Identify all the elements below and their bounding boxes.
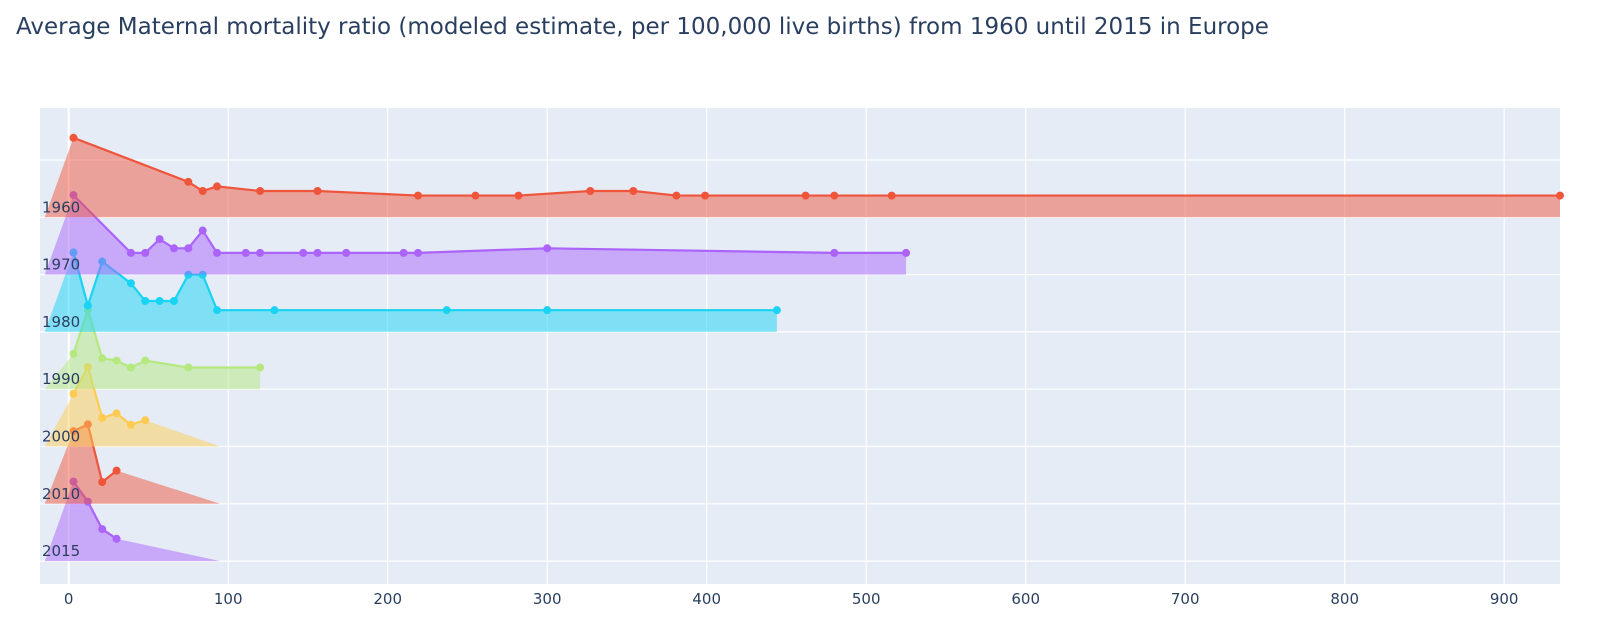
x-tick-label: 300	[533, 590, 562, 608]
data-point	[184, 177, 193, 186]
category-label: 2010	[42, 485, 80, 503]
data-point	[801, 191, 810, 200]
data-point	[1556, 191, 1564, 200]
data-point	[256, 186, 265, 195]
data-point	[69, 349, 78, 358]
data-point	[141, 356, 150, 365]
data-point	[126, 420, 135, 429]
ridge-area	[44, 137, 1560, 218]
data-point	[514, 191, 523, 200]
data-point	[442, 306, 451, 315]
data-point	[701, 191, 710, 200]
data-point	[98, 413, 107, 422]
data-point	[112, 356, 121, 365]
data-point	[98, 354, 107, 363]
data-point	[256, 248, 265, 257]
data-point	[198, 186, 207, 195]
data-point	[270, 306, 279, 315]
data-point	[126, 248, 135, 257]
data-point	[169, 244, 178, 253]
label-layer: 0 100 200 300 400 500 600 700 800 900 2015 2010 2000…	[42, 198, 1518, 608]
x-tick-label: 700	[1171, 590, 1200, 608]
category-label: 1990	[42, 370, 80, 388]
data-point	[830, 248, 839, 257]
data-point	[213, 182, 222, 191]
data-point	[586, 186, 595, 195]
data-point	[184, 244, 193, 253]
data-point	[98, 478, 107, 487]
data-point	[126, 279, 135, 288]
data-point	[155, 235, 164, 244]
data-point	[543, 306, 552, 315]
data-point	[629, 186, 638, 195]
data-point	[141, 248, 150, 257]
data-point	[112, 466, 121, 475]
data-point	[887, 191, 896, 200]
data-point	[414, 248, 423, 257]
data-point	[98, 525, 107, 534]
category-label: 1980	[42, 313, 80, 331]
x-tick-label: 500	[852, 590, 881, 608]
data-point	[399, 248, 408, 257]
category-label: 1970	[42, 256, 80, 274]
data-point	[241, 248, 250, 257]
data-point	[213, 306, 222, 315]
x-tick-label: 200	[373, 590, 402, 608]
data-point	[141, 297, 150, 306]
data-point	[69, 389, 78, 398]
category-label: 2000	[42, 428, 80, 446]
x-tick-label: 400	[692, 590, 721, 608]
ridge-area	[44, 481, 221, 562]
data-point	[155, 297, 164, 306]
data-point	[198, 226, 207, 235]
ridge-1970	[44, 191, 911, 275]
data-point	[313, 186, 322, 195]
series-layer	[44, 133, 1564, 562]
data-point	[83, 301, 92, 310]
data-point	[112, 409, 121, 418]
x-tick-label: 900	[1490, 590, 1519, 608]
x-tick-label: 100	[214, 590, 243, 608]
data-point	[342, 248, 351, 257]
data-point	[672, 191, 681, 200]
data-point	[471, 191, 480, 200]
data-point	[141, 416, 150, 425]
data-point	[169, 297, 178, 306]
category-label: 2015	[42, 542, 80, 560]
data-point	[126, 363, 135, 372]
ridge-area	[44, 252, 777, 332]
data-point	[772, 306, 781, 315]
x-tick-label: 0	[64, 590, 74, 608]
x-tick-label: 800	[1330, 590, 1359, 608]
data-point	[69, 133, 78, 142]
category-label: 1960	[42, 198, 80, 216]
ridge-1960	[44, 133, 1564, 218]
plot-background	[40, 108, 1560, 584]
data-point	[184, 363, 193, 372]
data-point	[543, 244, 552, 253]
data-point	[299, 248, 308, 257]
data-point	[313, 248, 322, 257]
data-point	[830, 191, 839, 200]
chart-title: Average Maternal mortality ratio (modele…	[16, 14, 1269, 40]
data-point	[256, 363, 265, 372]
data-point	[902, 248, 911, 257]
data-point	[213, 248, 222, 257]
ridge-area	[44, 309, 261, 390]
data-point	[414, 191, 423, 200]
x-tick-label: 600	[1011, 590, 1040, 608]
data-point	[112, 534, 121, 543]
